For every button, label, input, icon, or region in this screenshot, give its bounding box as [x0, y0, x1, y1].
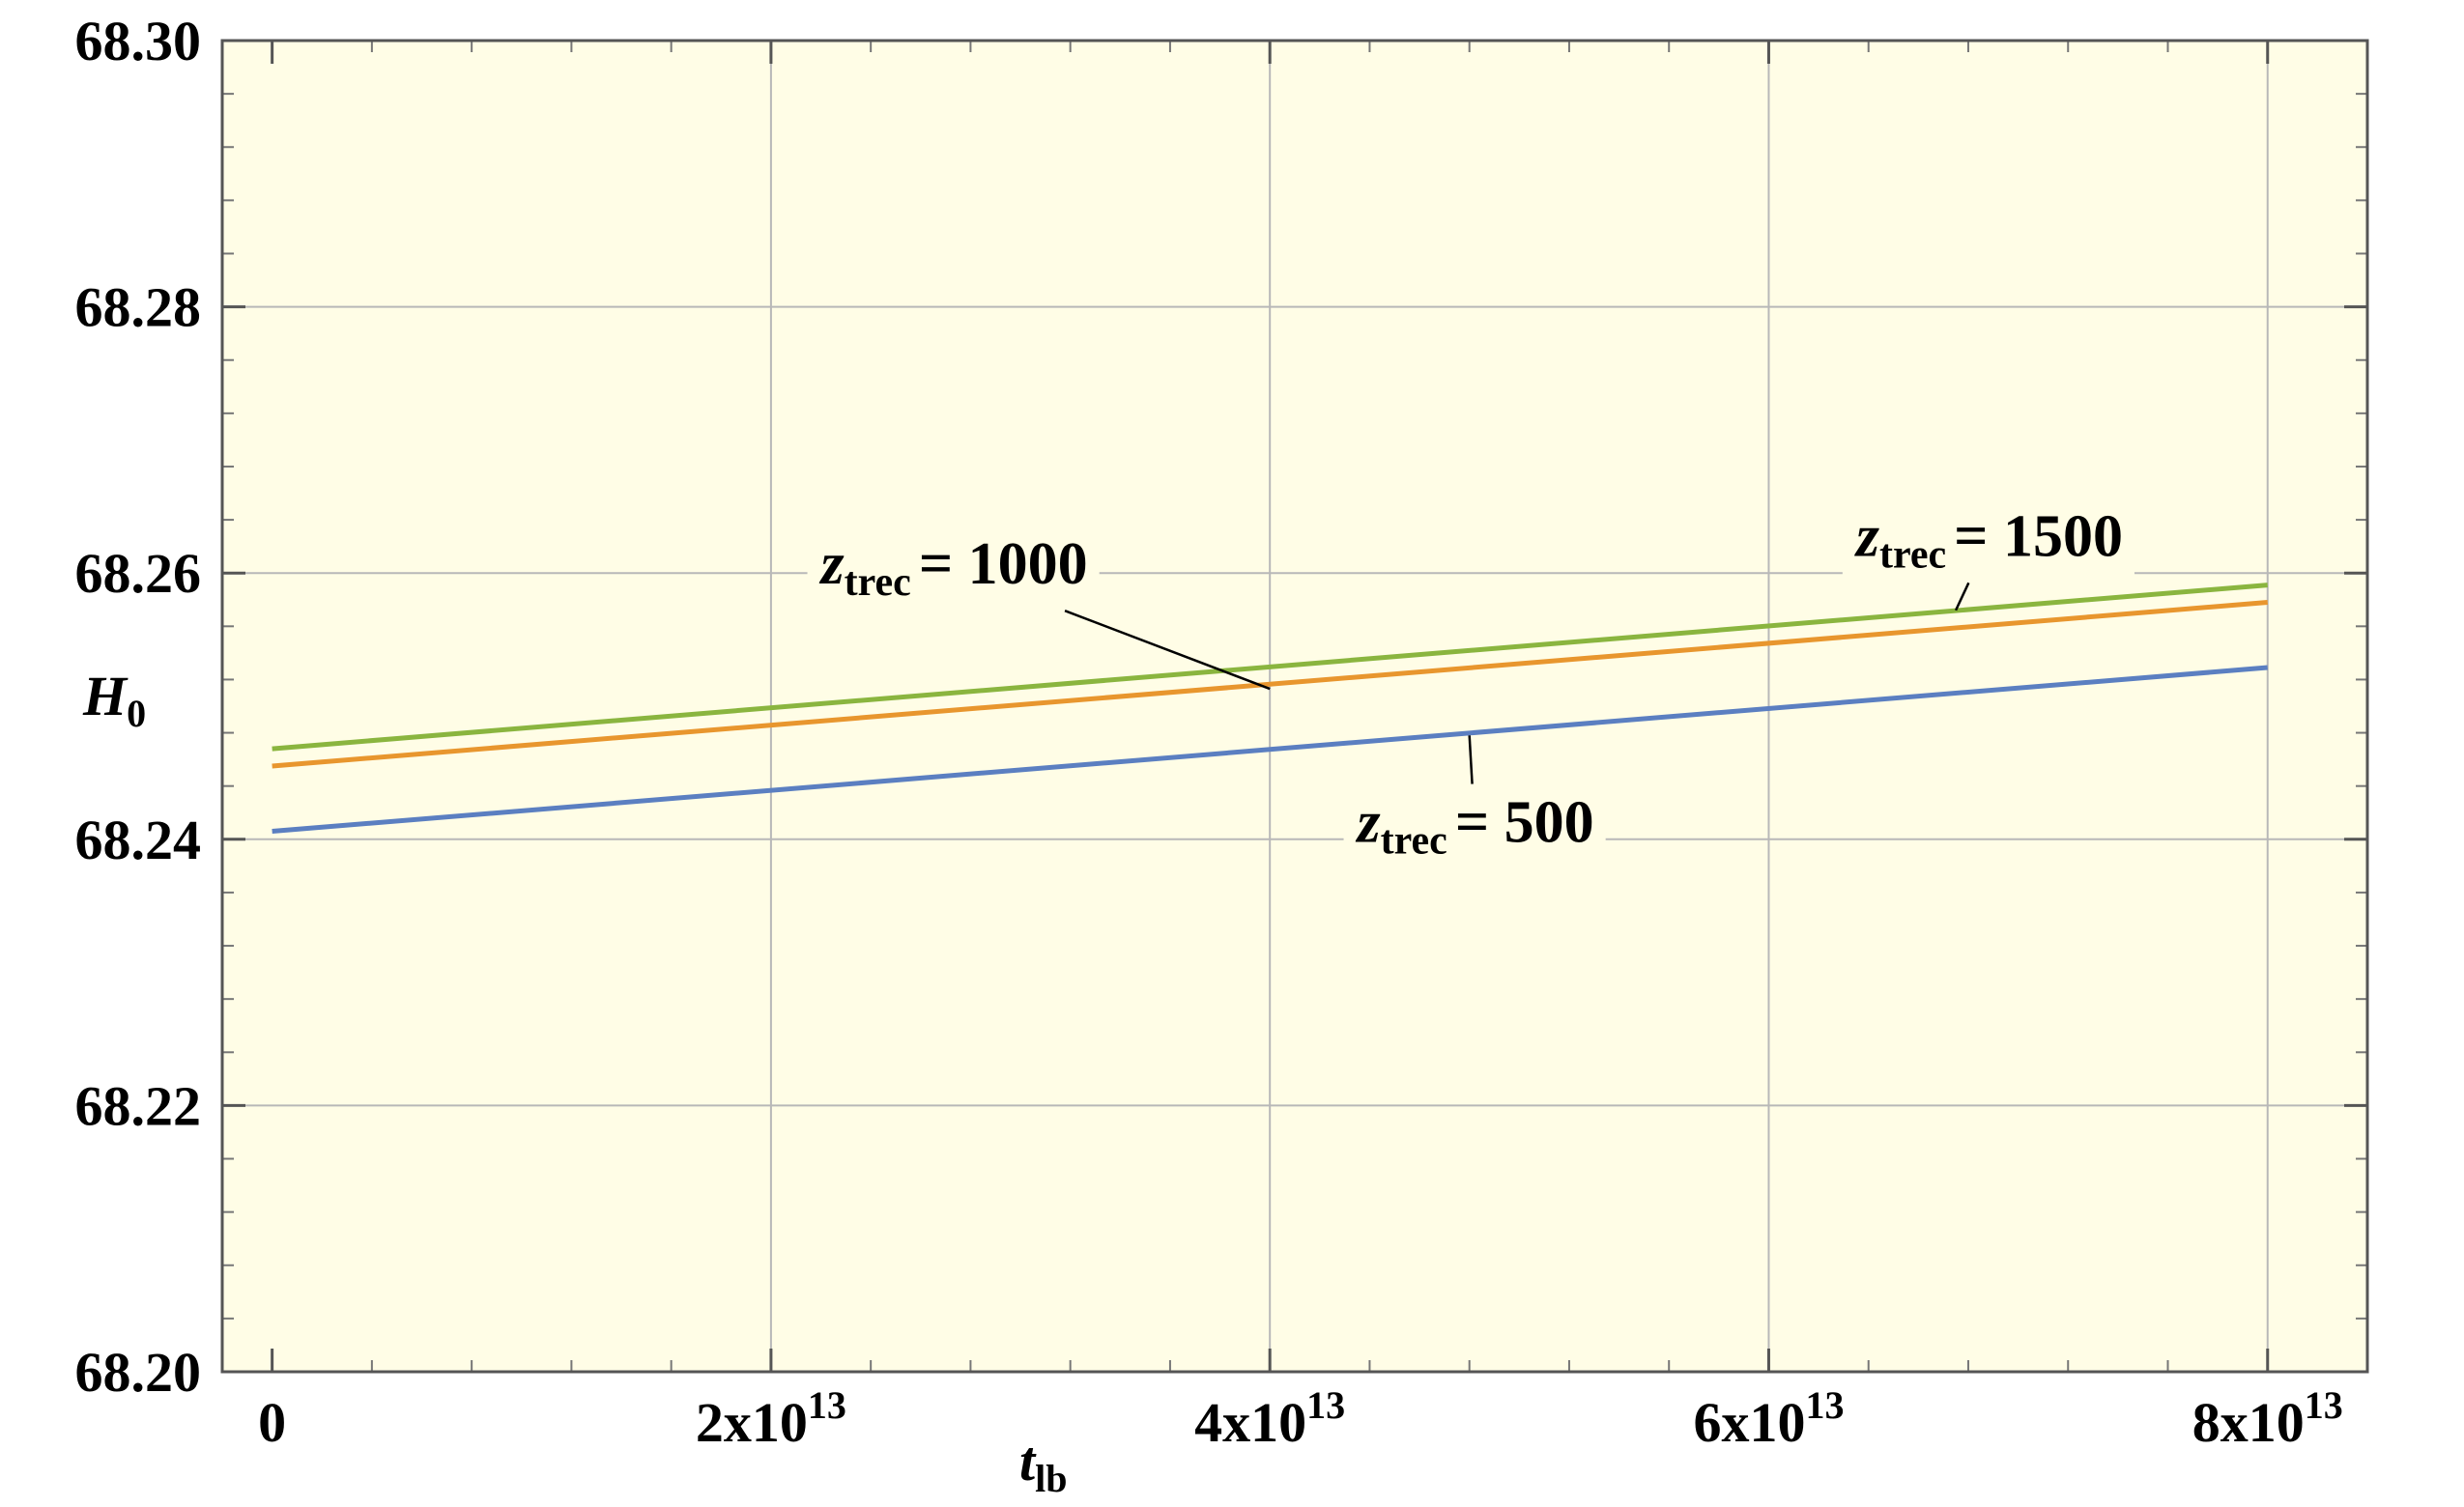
x-tick-label: 2x1013 — [696, 1383, 846, 1454]
annotation-subscript: trec — [1381, 819, 1447, 864]
grid — [222, 41, 2367, 1372]
annotation-subscript: trec — [845, 560, 911, 605]
plot-background — [222, 41, 2367, 1372]
y-tick-label: 68.28 — [75, 276, 202, 339]
x-tick-label: 4x1013 — [1194, 1383, 1345, 1454]
series-line — [272, 600, 2268, 769]
x-tick-exponent: 13 — [1306, 1383, 1345, 1427]
x-tick-label: 0 — [258, 1391, 286, 1454]
x-tick-label: 6x1013 — [1693, 1383, 1844, 1454]
annotation-background — [1842, 499, 2135, 582]
annotation-background — [1343, 785, 1606, 867]
annotation-subscript: trec — [1879, 532, 1946, 577]
x-tick-base: 8x10 — [2192, 1391, 2305, 1454]
annotation-background — [807, 527, 1100, 610]
x-tick-base: 4x10 — [1194, 1391, 1306, 1454]
x-tick-exponent: 13 — [2305, 1383, 2343, 1427]
x-tick-base: 2x10 — [696, 1391, 808, 1454]
y-axis-title: H0 — [82, 665, 146, 735]
series-line — [272, 665, 2268, 835]
series-layer — [272, 583, 2268, 835]
annotation-label: ztrec = 1000 — [819, 531, 1088, 605]
annotation-value: = 1000 — [919, 531, 1088, 597]
y-axis-title-main: H — [82, 665, 129, 727]
x-axis-title-sub: lb — [1035, 1457, 1067, 1500]
annotation-variable: z — [819, 531, 845, 597]
series-annotation: ztrec = 500 — [1343, 735, 1606, 867]
x-tick-base: 0 — [258, 1391, 286, 1454]
annotation-leader-line — [1954, 582, 1970, 611]
series-annotation: ztrec = 1500 — [1842, 499, 2135, 611]
x-tick-label: 8x1013 — [2192, 1383, 2343, 1454]
series-line — [272, 583, 2268, 752]
x-tick-base: 6x10 — [1693, 1391, 1805, 1454]
annotation-value: = 500 — [1455, 790, 1594, 856]
annotation-variable: z — [1356, 790, 1381, 856]
annotation-leader-line — [1064, 610, 1271, 691]
y-tick-label: 68.22 — [75, 1074, 202, 1137]
y-tick-label: 68.20 — [75, 1341, 202, 1404]
tick-labels: 0 2x1013 4x1013 6x1013 8x101368.2068.2268.24… — [75, 10, 2343, 1454]
annotation-leader-line — [1468, 735, 1474, 784]
x-tick-exponent: 13 — [1805, 1383, 1844, 1427]
x-axis-title-main: t — [1019, 1430, 1037, 1493]
plot-frame — [220, 39, 2369, 1374]
annotation-variable: z — [1854, 503, 1879, 569]
y-tick-label: 68.24 — [75, 809, 202, 871]
annotation-label: ztrec = 500 — [1356, 790, 1594, 864]
annotation-value: = 1500 — [1954, 503, 2123, 569]
y-axis-title-sub: 0 — [127, 692, 146, 735]
x-tick-exponent: 13 — [808, 1383, 846, 1427]
x-axis-title: tlb — [1019, 1430, 1067, 1500]
y-tick-label: 68.26 — [75, 542, 202, 605]
y-tick-label: 68.30 — [75, 10, 202, 72]
series-annotation: ztrec = 1000 — [807, 527, 1271, 691]
annotation-label: ztrec = 1500 — [1854, 503, 2123, 577]
